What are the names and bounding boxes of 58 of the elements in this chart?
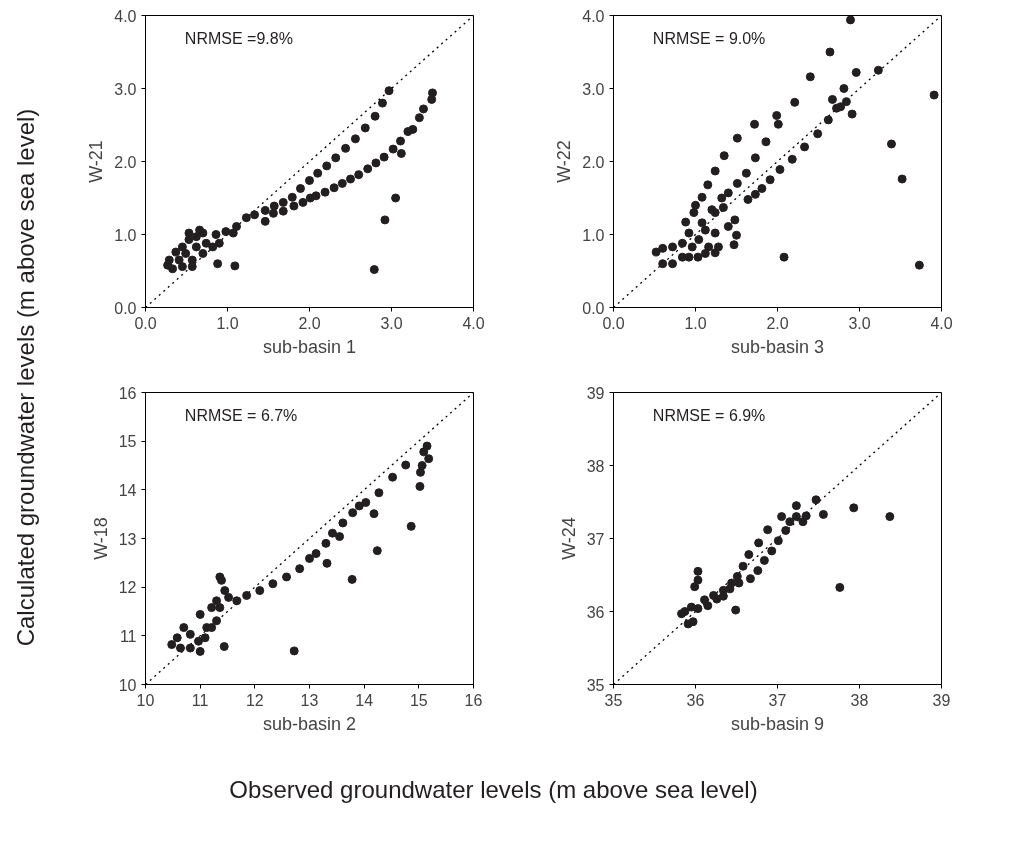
annotation: NRMSE = 9.0%: [652, 30, 766, 48]
x-axis-title: sub-basin 2: [262, 713, 357, 734]
y-tick-label: 39: [586, 384, 605, 402]
x-axis-title: sub-basin 9: [730, 713, 825, 734]
y-tick-label: 2.0: [582, 153, 605, 171]
y-tick-label: 3.0: [114, 80, 137, 98]
y-axis-title: W-21: [86, 140, 107, 183]
x-tick-label: 39: [932, 691, 951, 709]
text: Observed groundwater levels (m above sea level): [229, 776, 758, 803]
x-tick-label: 36: [686, 691, 705, 709]
x-tick-label: 1.0: [684, 314, 707, 332]
x-tick-label: 4.0: [930, 314, 953, 332]
y-tick-label: 15: [118, 433, 137, 451]
x-tick-label: 1.0: [216, 314, 239, 332]
y-tick-label: 14: [118, 481, 137, 499]
x-tick-label: 38: [850, 691, 869, 709]
y-tick-label: 3.0: [582, 80, 605, 98]
annotation: NRMSE = 6.9%: [652, 407, 766, 425]
x-axis-title: sub-basin 1: [262, 336, 357, 357]
x-tick-label: 4.0: [462, 314, 485, 332]
y-tick-label: 11: [119, 627, 137, 645]
y-axis-title: W-22: [554, 140, 575, 183]
text: Calculated groundwater levels (m above sea level): [12, 108, 39, 647]
y-axis-title: W-18: [90, 517, 111, 560]
x-tick-label: 37: [768, 691, 787, 709]
y-tick-label: 36: [586, 603, 605, 621]
annotation: NRMSE = 6.7%: [184, 407, 298, 425]
y-tick-label: 12: [118, 579, 137, 597]
x-tick-label: 2.0: [766, 314, 789, 332]
y-tick-label: 0.0: [114, 299, 137, 317]
y-tick-label: 16: [118, 384, 137, 402]
annotation: NRMSE =9.8%: [184, 30, 293, 48]
x-tick-label: 15: [409, 691, 428, 709]
y-tick-label: 1.0: [582, 226, 605, 244]
x-tick-label: 10: [136, 691, 155, 709]
x-tick-label: 0.0: [602, 314, 625, 332]
y-tick-label: 4.0: [114, 7, 137, 25]
x-tick-label: 14: [355, 691, 374, 709]
y-tick-label: 37: [586, 530, 605, 548]
x-tick-label: 16: [464, 691, 483, 709]
y-tick-label: 10: [118, 676, 137, 694]
x-axis-title: sub-basin 3: [730, 336, 825, 357]
y-tick-label: 4.0: [582, 7, 605, 25]
y-tick-label: 0.0: [582, 299, 605, 317]
y-tick-label: 1.0: [114, 226, 137, 244]
y-tick-label: 13: [118, 530, 137, 548]
x-tick-label: 35: [604, 691, 623, 709]
x-tick-label: 3.0: [380, 314, 403, 332]
x-tick-label: 0.0: [134, 314, 157, 332]
y-tick-label: 35: [586, 676, 605, 694]
x-tick-label: 2.0: [298, 314, 321, 332]
y-tick-label: 38: [586, 457, 605, 475]
x-tick-label: 11: [191, 691, 209, 709]
x-tick-label: 13: [300, 691, 319, 709]
y-tick-label: 2.0: [114, 153, 137, 171]
y-axis-title: W-24: [558, 517, 579, 560]
x-tick-label: 3.0: [848, 314, 871, 332]
x-tick-label: 12: [245, 691, 264, 709]
